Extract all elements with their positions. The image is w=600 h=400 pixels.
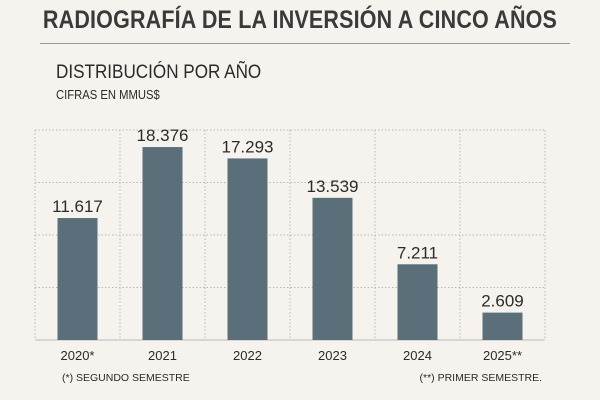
footnote-second-semester: (*) SEGUNDO SEMESTRE <box>62 372 190 384</box>
data-label: 7.211 <box>397 243 438 262</box>
x-tick-label: 2025** <box>483 348 522 363</box>
bar-2020 <box>57 218 98 340</box>
chart-subtitle: DISTRIBUCIÓN POR AÑO <box>56 62 262 83</box>
x-tick-label: 2024 <box>403 348 432 363</box>
footnote-first-semester: (**) PRIMER SEMESTRE. <box>419 372 542 384</box>
title-divider <box>40 43 570 44</box>
data-label: 13.539 <box>307 177 359 196</box>
data-label: 11.617 <box>52 197 103 216</box>
x-tick-label: 2021 <box>148 348 177 363</box>
data-label: 17.293 <box>222 137 274 156</box>
bar-2021 <box>142 147 183 340</box>
bar-2024 <box>397 264 438 340</box>
main-title: RADIOGRAFÍA DE LA INVERSIÓN A CINCO AÑOS <box>42 6 558 34</box>
x-tick-label: 2023 <box>318 348 347 363</box>
x-tick-label: 2022 <box>233 348 262 363</box>
x-tick-label: 2020* <box>61 348 95 363</box>
bar-2023 <box>312 197 353 340</box>
bar-2022 <box>227 158 268 340</box>
data-label: 2.609 <box>481 292 524 311</box>
data-label: 18.376 <box>137 126 189 145</box>
units-label: CIFRAS EN MMUS$ <box>56 88 160 102</box>
bar-2025 <box>482 312 523 340</box>
